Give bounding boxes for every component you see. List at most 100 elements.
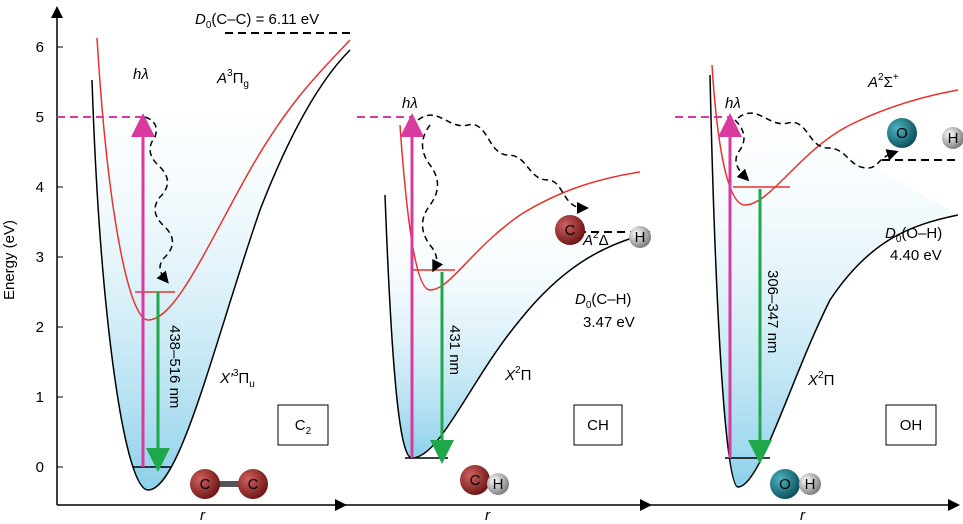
atom [887,118,917,148]
y-tick-label: 3 [36,249,44,266]
dissociation-value: 3.47 eV [583,314,635,331]
ground-state-label: X′3Πu [219,368,255,390]
atom [770,469,800,499]
excited-state-label-part: Δ [599,232,609,249]
atom-label: H [948,130,959,147]
relaxation-arrow [421,124,444,273]
well-fill [385,195,650,458]
x-axis-label: r [200,507,206,524]
y-tick-label: 0 [36,459,44,476]
atom-label: H [635,229,646,246]
excited-state-label: A3Πg [216,68,249,90]
atom-label: O [896,125,908,142]
atom [487,473,509,495]
y-tick-label: 1 [36,389,44,406]
panel-box-label-part: OH [900,417,923,434]
excited-state-label: A2Δ [582,230,609,249]
excited-state-label-part: A [582,232,593,249]
atom-label: C [200,476,211,493]
y-tick-label: 6 [36,39,44,56]
relaxation-arrow [417,114,589,214]
ground-state-label: X2Π [807,370,834,389]
atom [942,127,963,149]
panel-box-label-part: C [295,417,306,434]
photon-label: hλ [133,66,149,83]
atom-label: O [779,476,791,493]
ground-state-label-part: 2 [818,370,824,381]
atom-label: C [248,476,259,493]
panel-box-label-part: 2 [306,426,312,437]
emission-label: 431 nm [446,325,463,375]
dissociation-part: D [195,11,206,28]
photon-label: hλ [402,95,418,112]
panel-box [573,404,623,446]
well-fill [711,117,958,487]
atom-label: C [470,472,481,489]
dissociation-part: D [575,291,586,308]
ground-state-label-part: 2 [515,365,521,376]
ground-state-label-part: Π [521,367,532,384]
dissociation-part: 0 [586,300,592,311]
ground-curve [91,49,351,491]
excited-state-label-part: A [867,74,878,91]
excited-state-label-part: Π [233,70,244,87]
emission-label: 306–347 nm [764,270,781,353]
dissociation-label: D0(C–C) = 6.11 eV [195,11,319,31]
excited-state-label-part: 2 [593,230,599,241]
atom [629,226,651,248]
excited-curve [96,37,351,321]
excited-state-label-part: A [216,70,227,87]
emission-label: 438–516 nm [166,325,183,408]
ground-state-label: X2Π [504,365,531,384]
ground-state-label-part: X [807,372,819,389]
panel-box-label: OH [900,417,923,434]
panel-box-label: C2 [295,417,312,437]
well-fill [93,117,303,490]
ground-curve [709,74,959,488]
dissociation-part: (C–H) [591,291,631,308]
dissociation-part: (O–H) [901,225,942,242]
y-tick-label: 5 [36,109,44,126]
dissociation-part: D [885,225,896,242]
excited-state-label: A2Σ+ [867,72,899,91]
dissociation-part: (C–C) = 6.11 eV [211,11,319,28]
panel-box-label-part: CH [587,417,609,434]
panel-box [277,404,329,446]
x-axis-label: r [800,507,806,524]
excited-state-label-part: Σ [884,74,893,91]
relaxation-arrow [737,112,899,169]
atom [460,465,490,495]
atom [799,473,821,495]
dissociation-label: D0(C–H) [575,291,631,311]
dissociation-label: D0(O–H) [885,225,942,245]
ground-curve [384,194,651,459]
excited-state-label-part: 2 [878,72,884,83]
atom [555,215,585,245]
relaxation-arrow [734,119,750,182]
y-axis-label: Energy (eV) [1,220,18,300]
excited-curve [711,64,959,206]
atom-label: H [493,476,504,493]
excited-state-label-part: g [243,79,249,90]
excited-state-label-part: + [893,72,899,83]
excited-state-label-part: 3 [227,68,233,79]
ground-state-label-part: 3 [233,368,239,379]
ground-state-label-part: u [249,379,255,390]
dissociation-value: 4.40 eV [890,247,942,264]
dissociation-part: 0 [896,234,902,245]
atom-label: H [805,476,816,493]
ground-state-label-part: X′ [219,370,234,387]
atom-label: C [565,222,576,239]
y-tick-label: 4 [36,179,44,196]
ground-state-label-part: X [504,367,516,384]
ground-state-label-part: Π [824,372,835,389]
panel-box [885,404,937,446]
atom [190,469,220,499]
y-tick-label: 2 [36,319,44,336]
atom [238,469,268,499]
relaxation-arrow [144,116,174,284]
panel-box-label: CH [587,417,609,434]
x-axis-label: r [485,507,491,524]
photon-label: hλ [725,95,741,112]
